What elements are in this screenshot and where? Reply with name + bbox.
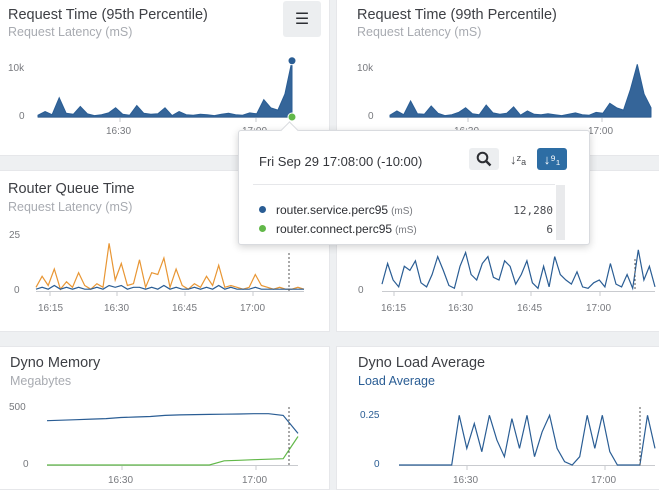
series-unit: (mS) xyxy=(391,206,413,217)
magnifier-icon xyxy=(476,151,492,167)
series-value: 6 xyxy=(546,223,553,236)
panel-subtitle: Megabytes xyxy=(10,374,72,388)
y-tick-label: 0 xyxy=(358,285,364,296)
x-tick-label: 16:30 xyxy=(106,126,132,137)
chart-plot[interactable] xyxy=(337,0,659,156)
panel-subtitle: Request Latency (mS) xyxy=(8,200,133,214)
panel-title: Dyno Load Average xyxy=(358,355,486,371)
x-tick-label: 16:15 xyxy=(381,303,407,314)
chart-panel-dyno-load-average: Dyno Load Average Load Average 0.25 0 16… xyxy=(336,346,659,490)
panel-subtitle: Request Latency (mS) xyxy=(8,25,133,39)
hover-point-connect xyxy=(287,112,297,122)
x-tick-label: 17:00 xyxy=(588,126,614,137)
series-color-dot xyxy=(259,206,266,213)
panel-title: Router Queue Time xyxy=(8,181,135,197)
y-tick-label: 0 xyxy=(368,111,374,122)
series-line xyxy=(381,249,656,291)
x-tick-label: 17:00 xyxy=(591,475,617,486)
chart-plot[interactable] xyxy=(337,347,659,490)
x-tick-label: 16:30 xyxy=(453,475,479,486)
y-tick-label: 25 xyxy=(9,230,21,241)
chart-panel-dyno-memory: Dyno Memory Megabytes 500 0 16:30 17:00 xyxy=(0,346,330,490)
y-tick-label: 0 xyxy=(19,111,25,122)
panel-subtitle: Load Average xyxy=(358,374,435,388)
series-line xyxy=(399,413,656,466)
tooltip-row: router.connect.perc95 (mS) xyxy=(259,222,417,236)
zoom-button[interactable] xyxy=(469,148,499,170)
sort-alpha-icon: ↓ᶻₐ xyxy=(510,151,526,167)
y-tick-label: 0 xyxy=(14,285,20,296)
series-unit: (mS) xyxy=(395,225,417,236)
x-tick-label: 16:30 xyxy=(104,303,130,314)
chart-plot[interactable] xyxy=(0,347,330,490)
series-name: router.service.perc95 xyxy=(276,203,389,217)
series-area xyxy=(389,64,652,118)
sort-numeric-icon: ↓⁹₁ xyxy=(543,151,561,167)
panel-title: Request Time (99th Percentile) xyxy=(357,7,557,23)
tooltip-timestamp: Fri Sep 29 17:08:00 (-10:00) xyxy=(259,154,423,169)
series-line-green xyxy=(47,436,299,466)
chart-panel-request-time-95: Request Time (95th Percentile) Request L… xyxy=(0,0,330,156)
panel-title: Request Time (95th Percentile) xyxy=(8,7,208,23)
hamburger-icon: ☰ xyxy=(294,11,310,28)
series-color-dot xyxy=(259,225,266,232)
series-line-orange xyxy=(35,243,305,291)
y-tick-label: 10k xyxy=(8,63,25,74)
x-tick-label: 17:00 xyxy=(586,303,612,314)
tooltip-scrollbar[interactable] xyxy=(556,185,565,240)
series-line-blue xyxy=(35,284,304,290)
x-tick-label: 16:30 xyxy=(108,475,134,486)
x-tick-label: 17:00 xyxy=(242,475,268,486)
x-tick-label: 16:45 xyxy=(172,303,198,314)
x-tick-label: 16:30 xyxy=(448,303,474,314)
x-tick-label: 16:15 xyxy=(38,303,64,314)
x-tick-label: 17:00 xyxy=(240,303,266,314)
y-tick-label: 0 xyxy=(23,459,29,470)
y-tick-label: 500 xyxy=(9,402,26,413)
hover-point-service xyxy=(287,56,297,66)
data-point-tooltip: Fri Sep 29 17:08:00 (-10:00) ↓ᶻₐ ↓⁹₁ rou… xyxy=(238,121,590,245)
series-name: router.connect.perc95 xyxy=(276,222,393,236)
hamburger-menu-button[interactable]: ☰ xyxy=(283,1,321,37)
y-tick-label: 0 xyxy=(374,459,380,470)
x-tick-label: 16:45 xyxy=(517,303,543,314)
panel-title: Dyno Memory xyxy=(10,355,101,371)
series-value: 12,280 xyxy=(513,204,553,217)
tooltip-row: router.service.perc95 (mS) xyxy=(259,203,413,217)
series-area xyxy=(37,60,293,118)
y-tick-label: 10k xyxy=(357,63,374,74)
sort-numeric-button[interactable]: ↓⁹₁ xyxy=(537,148,567,170)
sort-alphabetical-button[interactable]: ↓ᶻₐ xyxy=(503,148,533,170)
panel-subtitle: Request Latency (mS) xyxy=(357,25,482,39)
chart-plot[interactable] xyxy=(0,171,330,332)
series-line-blue xyxy=(46,413,299,434)
tooltip-divider xyxy=(253,184,555,185)
y-tick-label: 0.25 xyxy=(360,410,380,421)
chart-plot[interactable] xyxy=(337,171,659,332)
chart-plot[interactable] xyxy=(0,0,330,156)
